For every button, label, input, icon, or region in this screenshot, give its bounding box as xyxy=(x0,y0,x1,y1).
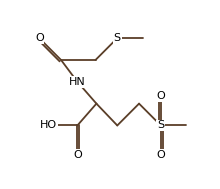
Text: O: O xyxy=(156,149,165,160)
Text: HO: HO xyxy=(40,120,57,130)
Text: HN: HN xyxy=(69,77,86,87)
Text: O: O xyxy=(35,33,44,43)
Text: O: O xyxy=(156,91,165,101)
Text: O: O xyxy=(73,149,82,160)
Text: S: S xyxy=(114,33,121,43)
Text: S: S xyxy=(157,120,164,130)
